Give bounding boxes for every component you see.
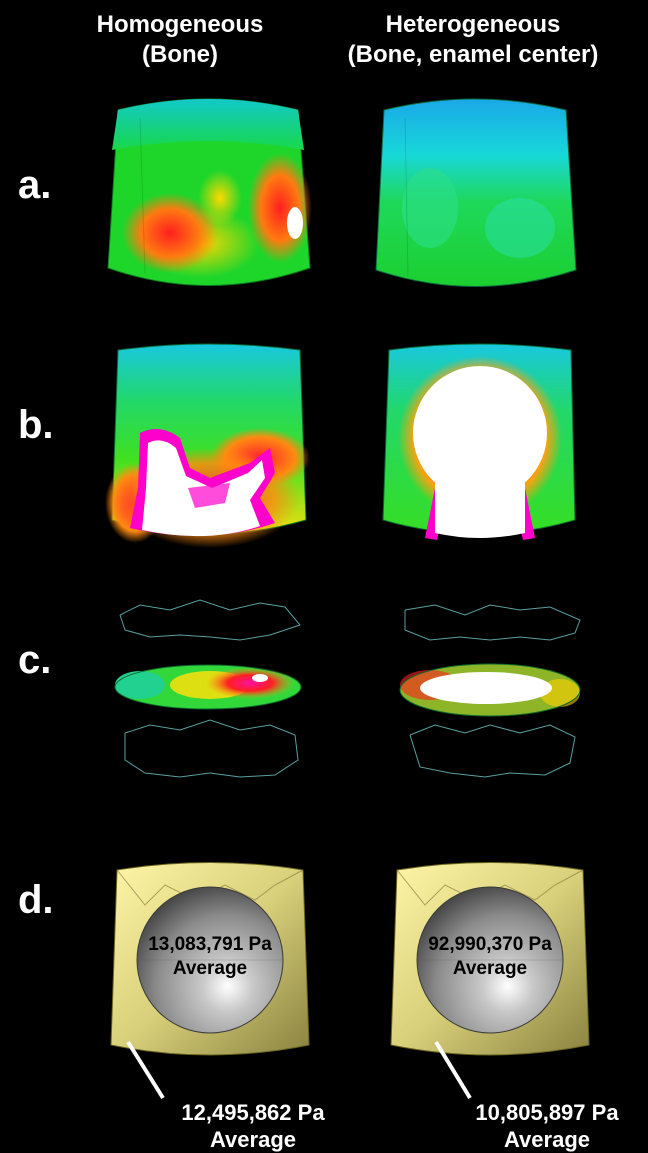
column-title-line1: Homogeneous (96, 11, 264, 38)
center-value: 13,083,791 Pa (148, 934, 272, 955)
row-d-homogeneous-model (105, 855, 315, 1065)
row-label-a: a. (18, 163, 52, 207)
center-value: 92,990,370 Pa (428, 934, 552, 955)
outer-value: 12,495,862 Pa (181, 1100, 325, 1125)
row-b-homogeneous-section (100, 338, 315, 548)
row-d-left-center-annotation: 13,083,791 Pa Average (120, 933, 300, 981)
row-label-b: b. (18, 403, 54, 447)
row-d-heterogeneous-model (385, 855, 595, 1065)
row-label-c: c. (18, 638, 52, 682)
row-label-d: d. (18, 878, 54, 922)
center-caption: Average (452, 958, 528, 979)
row-c-heterogeneous-slice (390, 585, 590, 795)
center-caption: Average (172, 958, 248, 979)
column-title-line1: Heterogeneous (385, 11, 561, 38)
outer-caption: Average (503, 1127, 590, 1152)
row-d-left-outer-annotation: 12,495,862 Pa Average (158, 1099, 348, 1153)
row-b-heterogeneous-section (375, 338, 585, 548)
row-d-right-outer-annotation: 10,805,897 Pa Average (452, 1099, 642, 1153)
row-d-right-center-annotation: 92,990,370 Pa Average (400, 933, 580, 981)
column-title-line2: (Bone, enamel center) (347, 41, 599, 68)
outer-value: 10,805,897 Pa (475, 1100, 619, 1125)
column-header-homogeneous: Homogeneous (Bone) (60, 10, 300, 70)
row-c-homogeneous-slice (100, 585, 315, 795)
column-title-line2: (Bone) (142, 41, 218, 68)
column-header-heterogeneous: Heterogeneous (Bone, enamel center) (318, 10, 628, 70)
row-a-homogeneous-cube (100, 88, 315, 298)
row-a-heterogeneous-cube (370, 88, 580, 298)
outer-caption: Average (209, 1127, 296, 1152)
